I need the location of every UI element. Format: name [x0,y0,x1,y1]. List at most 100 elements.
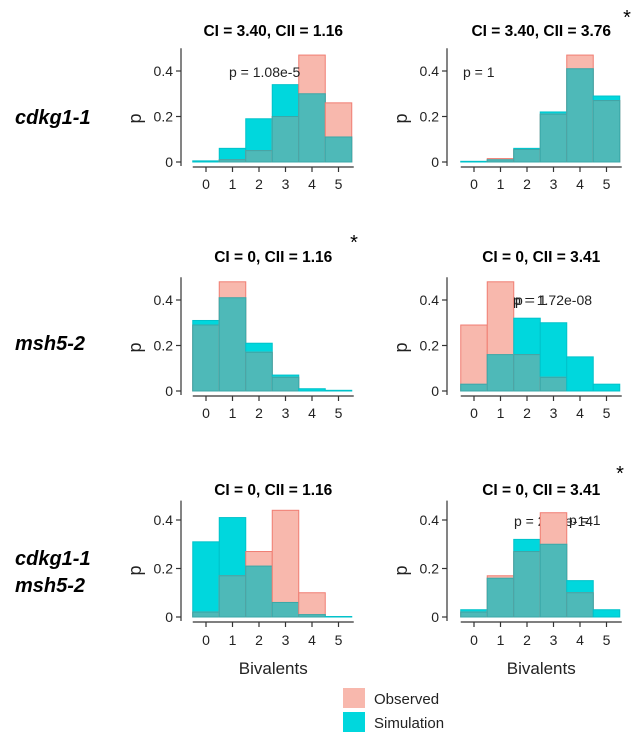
chart-panel-4: CI = 0, CII = 3.41 p 0 0.2 0.4 0 1 2 3 4 5 p = 1.72… [391,249,622,421]
significance-star: * [616,463,624,485]
overlap-bar [539,113,568,163]
overlap-bar [460,383,488,392]
y-axis-label: p [125,565,145,575]
overlap-bar [592,100,621,163]
x-tick-label: 4 [576,632,584,648]
x-tick-label: 3 [550,176,558,192]
panel-title: CI = 0, CII = 3.41 [482,482,600,499]
panel-title: CI = 0, CII = 3.41 [482,249,600,266]
simulation-bar [592,383,621,392]
overlap-bar [298,614,326,618]
overlap-bar [566,592,594,618]
y-tick-label: 0.4 [154,63,174,79]
chart-panel-6: CI = 0, CII = 3.41 * p 0 0.2 0.4 0 1 2 3 4 5 p = 1 Bi… [391,463,624,678]
x-tick-label: 5 [603,632,611,648]
x-tick-label: 0 [470,176,478,192]
overlap-bar [271,376,300,392]
p-value-label: p = 1.72e-08 [513,292,592,308]
y-tick-label: 0.4 [420,292,440,308]
y-tick-label: 0.4 [420,512,440,528]
y-tick-label: 0.2 [420,109,440,125]
x-tick-label: 2 [523,176,531,192]
y-tick-label: 0 [431,383,439,399]
overlap-bar [486,159,515,163]
row-label: msh5-2 [15,575,85,597]
overlap-bar [245,150,273,163]
y-axis-label: p [125,113,145,123]
row-label: msh5-2 [15,333,85,355]
y-tick-label: 0.4 [154,512,174,528]
x-tick-label: 1 [497,405,505,421]
overlap-bar [271,116,300,163]
y-axis-label: p [391,565,411,575]
x-tick-label: 1 [229,176,237,192]
y-tick-label: 0 [165,154,173,170]
x-tick-label: 3 [282,405,290,421]
panel-title: CI = 0, CII = 1.16 [214,249,332,266]
significance-star: * [350,232,358,254]
overlap-bar [539,376,568,392]
simulation-bar [566,356,594,392]
x-tick-label: 4 [576,176,584,192]
chart-panel-1: CI = 3.40, CII = 1.16 p 0 0.2 0.4 0 1 2 3 4 5 p = 1… [125,23,354,192]
observed-bar [460,324,488,392]
chart-panel-3: CI = 0, CII = 1.16 * p 0 0.2 0.4 0 1 2 3 4 5 p = 1 [125,232,547,421]
x-tick-label: 2 [255,405,263,421]
x-tick-label: 3 [550,632,558,648]
overlap-bar [218,159,247,163]
x-tick-label: 3 [282,632,290,648]
panel-title: CI = 0, CII = 1.16 [214,482,332,499]
simulation-bar [192,541,220,618]
x-tick-label: 5 [603,176,611,192]
x-tick-label: 0 [470,632,478,648]
overlap-bar [460,611,488,618]
y-tick-label: 0 [165,609,173,625]
chart-panel-2: CI = 3.40, CII = 3.76 * p 0 0.2 0.4 0 1 2 3 4 5 p = … [391,7,631,192]
overlap-bar [324,136,353,163]
x-tick-label: 1 [497,176,505,192]
x-tick-label: 0 [202,632,210,648]
y-tick-label: 0.4 [420,63,440,79]
panel-title: CI = 3.40, CII = 1.16 [203,23,343,40]
x-tick-label: 1 [229,632,237,648]
row-label: cdkg1-1 [15,107,91,129]
x-tick-label: 1 [497,632,505,648]
overlap-bar [218,575,247,618]
legend-label: Observed [374,691,439,708]
y-tick-label: 0 [431,609,439,625]
y-tick-label: 0.2 [420,561,440,577]
x-tick-label: 5 [335,405,343,421]
legend: Observed Simulation [343,688,444,732]
p-value-label: p = 1 [515,292,547,308]
panel-title: CI = 3.40, CII = 3.76 [471,23,611,40]
x-tick-label: 1 [229,405,237,421]
y-tick-label: 0.2 [154,561,174,577]
overlap-bar [192,611,220,618]
overlap-bar [271,601,300,618]
y-tick-label: 0.2 [420,338,440,354]
overlap-bar [298,93,326,163]
x-tick-label: 5 [603,405,611,421]
simulation-bar [324,389,353,392]
p-value-label: p = 1 [463,64,495,80]
y-axis-label: p [391,113,411,123]
x-axis-title: Bivalents [507,659,576,678]
y-tick-label: 0.2 [154,109,174,125]
simulation-bar [192,160,220,163]
legend-label: Simulation [374,715,444,732]
overlap-bar [486,577,515,618]
legend-swatch [343,712,365,732]
row-label: cdkg1-1 [15,548,91,570]
simulation-bar [460,160,488,163]
legend-swatch [343,688,365,708]
overlap-bar [245,351,273,392]
p-value-label: p = 1 [569,512,601,528]
x-tick-label: 3 [282,176,290,192]
x-tick-label: 0 [470,405,478,421]
y-tick-label: 0.4 [154,292,174,308]
y-tick-label: 0.2 [154,338,174,354]
overlap-bar [486,354,515,392]
x-tick-label: 4 [308,176,316,192]
